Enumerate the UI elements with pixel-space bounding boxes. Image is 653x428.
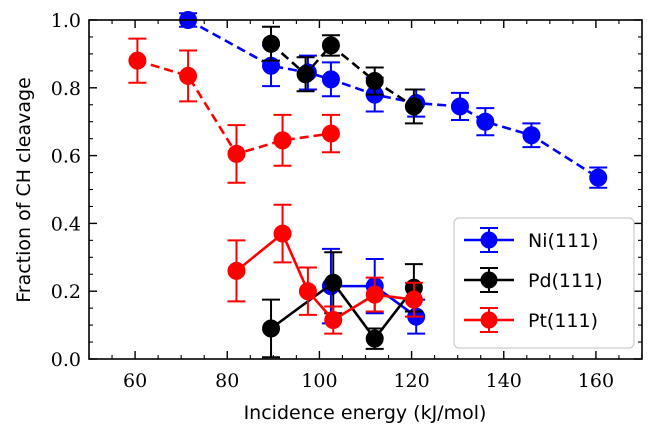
legend-box <box>453 217 635 349</box>
data-point-pt111 <box>273 224 292 243</box>
series-line-pd111 <box>270 42 415 108</box>
x-axis-label: Incidence energy (kJ/mol) <box>244 402 487 424</box>
data-point-pt111 <box>273 131 292 150</box>
x-tick-label: 80 <box>215 370 239 392</box>
data-point-pt111 <box>227 144 246 163</box>
series-line-pd111 <box>270 280 415 341</box>
data-point-pt111 <box>128 51 147 70</box>
axes: 60 80 100 120 140 160 0.0 0.2 0.4 0.6 0.8 1.0 <box>51 10 643 392</box>
series-group <box>128 11 608 359</box>
legend-marker-pd111 <box>480 271 498 289</box>
data-point-pt111 <box>298 282 317 301</box>
y-tick-label: 0.0 <box>51 349 81 371</box>
series-line-ni111 <box>187 18 599 179</box>
data-point-ni111 <box>589 168 608 187</box>
x-tick-label: 120 <box>393 370 429 392</box>
data-point-ni111 <box>476 112 495 131</box>
data-point-pt111 <box>404 290 423 309</box>
y-axis-label: Fraction of CH cleavage <box>13 77 35 303</box>
data-point-pd111 <box>365 72 384 91</box>
data-point-pt111 <box>365 285 384 304</box>
data-point-pt111 <box>179 66 198 85</box>
data-point-pd111 <box>262 319 281 338</box>
data-point-ni111 <box>321 70 340 89</box>
y-tick-label: 0.8 <box>51 78 81 100</box>
data-point-ni111 <box>522 126 541 145</box>
legend-marker-ni111 <box>480 231 498 249</box>
legend-label-ni111: Ni(111) <box>528 230 599 252</box>
legend-marker-pt111 <box>480 311 498 329</box>
data-point-pt111 <box>227 261 246 280</box>
legend: Ni(111) Pd(111) Pt(111) <box>453 217 635 349</box>
x-tick-label: 140 <box>486 370 522 392</box>
x-tick-label: 100 <box>301 370 337 392</box>
y-tick-label: 1.0 <box>51 10 81 32</box>
data-point-pt111 <box>321 124 340 143</box>
data-point-pd111 <box>324 273 343 292</box>
legend-label-pd111: Pd(111) <box>528 270 603 292</box>
data-point-pt111 <box>324 311 343 330</box>
data-point-pd111 <box>321 36 340 55</box>
x-tick-label: 160 <box>578 370 614 392</box>
y-tick-label: 0.4 <box>51 213 81 235</box>
plot-area <box>128 11 608 359</box>
data-point-pd111 <box>365 329 384 348</box>
data-point-ni111 <box>450 97 469 116</box>
data-point-pd111 <box>404 97 423 116</box>
y-tick-label: 0.2 <box>51 281 81 303</box>
legend-label-pt111: Pt(111) <box>528 310 598 332</box>
y-tick-label: 0.6 <box>51 146 81 168</box>
x-tick-label: 60 <box>123 370 147 392</box>
data-point-pd111 <box>262 34 281 53</box>
data-point-pd111 <box>296 65 315 84</box>
